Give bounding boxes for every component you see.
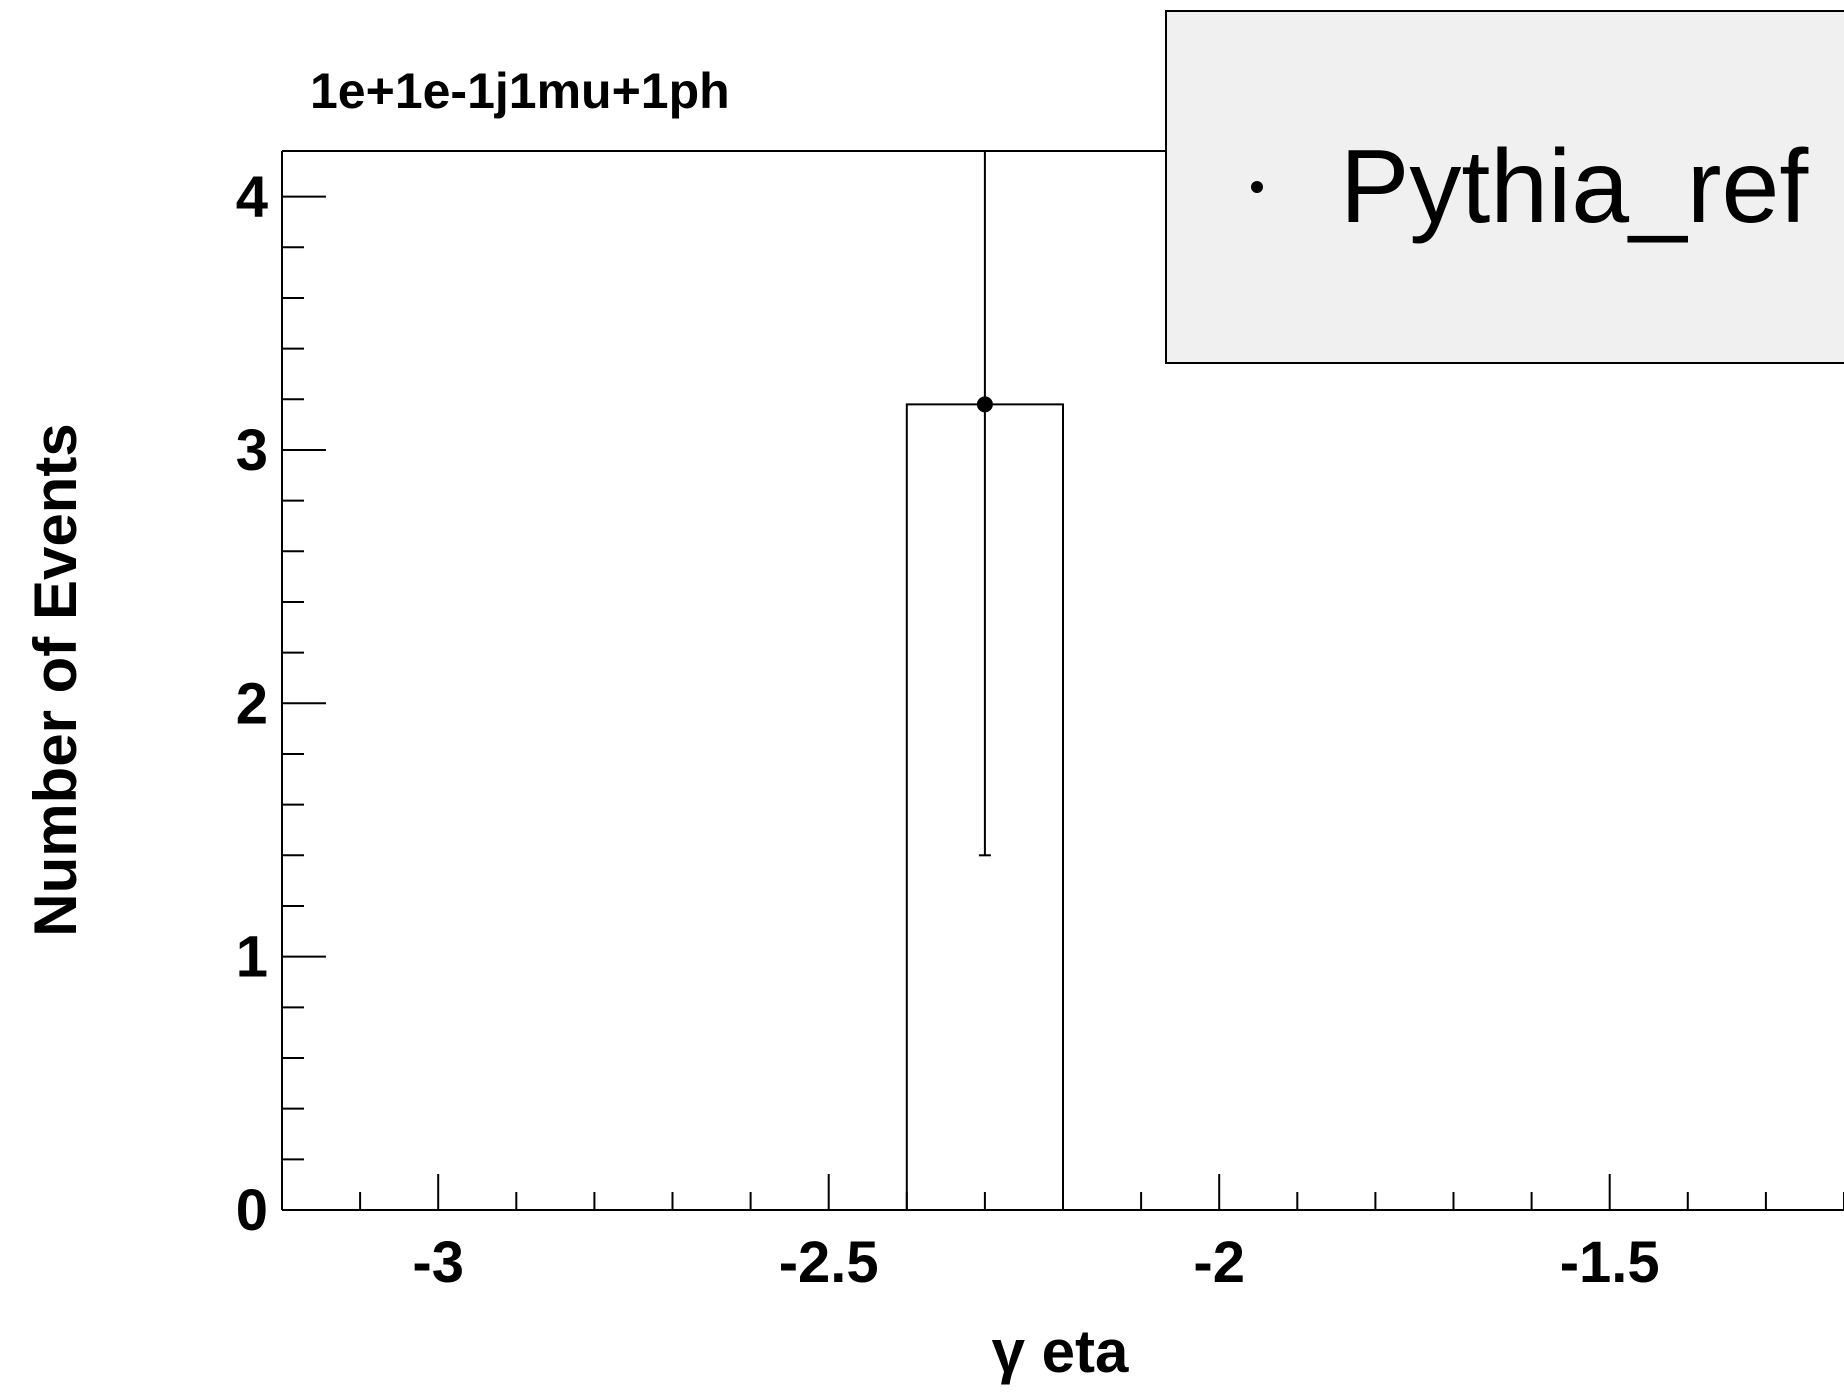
y-tick-label: 1: [236, 925, 268, 990]
x-axis-title: γ eta: [992, 1318, 1129, 1385]
x-tick-label: -2: [1193, 1230, 1245, 1295]
legend-box: [1165, 10, 1844, 364]
x-tick-label: -3: [412, 1230, 464, 1295]
x-tick-label: -1.5: [1560, 1230, 1660, 1295]
y-tick-label: 4: [236, 165, 268, 230]
chart-title: 1e+1e-1j1mu+1ph: [310, 63, 730, 119]
plot-area: -3 -2.5 -2 -1.5 0 1 2 3 4: [236, 150, 1844, 1295]
legend: Pythia_ref: [1165, 10, 1844, 364]
y-tick-label: 3: [236, 418, 268, 483]
y-tick-label: 0: [236, 1178, 268, 1243]
legend-label-pythia-ref: Pythia_ref: [1340, 129, 1809, 245]
x-tick-label: -2.5: [779, 1230, 879, 1295]
data-point-0: [976, 396, 993, 413]
legend-marker-pythia-ref: [1251, 181, 1263, 193]
y-axis-title: Number of Events: [22, 423, 89, 936]
y-tick-label: 2: [236, 671, 268, 736]
